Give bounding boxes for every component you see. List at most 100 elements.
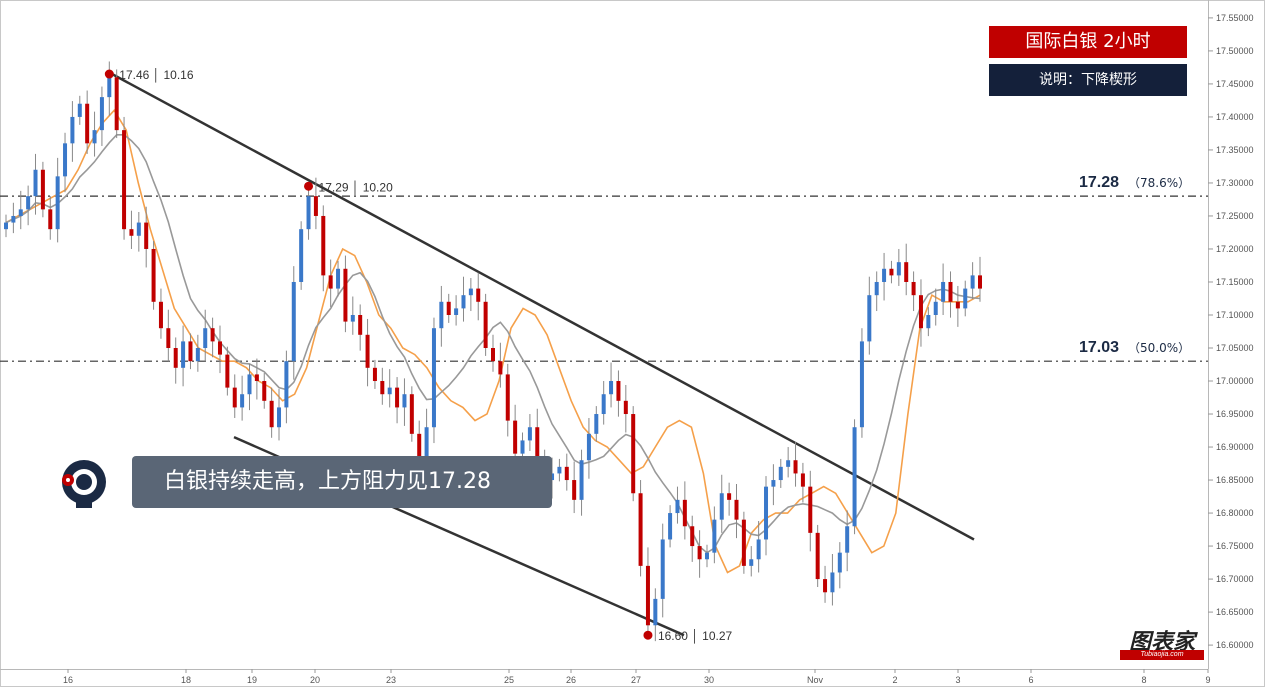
candle-up xyxy=(778,466,783,481)
candle-down xyxy=(616,381,621,401)
x-tick-label: 2 xyxy=(892,675,897,685)
y-tick-label: 17.20000 xyxy=(1216,244,1254,254)
candle-down xyxy=(166,328,171,349)
x-tick-label: 18 xyxy=(181,675,191,685)
x-tick-label: 9 xyxy=(1205,675,1210,685)
commentary-banner: 白银持续走高，上方阻力见17.28 xyxy=(132,456,552,508)
candle-down xyxy=(158,301,163,329)
candle-up xyxy=(926,314,931,329)
candle-up xyxy=(195,348,200,362)
candle-up xyxy=(896,262,901,276)
candle-down xyxy=(889,268,894,276)
candle-down xyxy=(815,532,820,580)
x-tick-label: Nov xyxy=(807,675,824,685)
candle-up xyxy=(277,407,282,428)
candle-down xyxy=(85,103,90,144)
x-tick-label: 26 xyxy=(566,675,576,685)
candle-down xyxy=(48,209,53,230)
candle-up xyxy=(830,572,835,593)
candle-down xyxy=(395,387,400,408)
chart-subtitle: 说明：下降楔形 xyxy=(989,64,1187,96)
pivot-dot xyxy=(104,69,114,79)
candle-up xyxy=(520,440,525,454)
candle-down xyxy=(631,414,636,494)
candle-up xyxy=(719,493,724,520)
chart-title: 国际白银 2小时 xyxy=(989,26,1187,58)
candle-down xyxy=(446,301,451,315)
candle-up xyxy=(601,394,606,415)
candle-down xyxy=(129,229,134,236)
candle-down xyxy=(498,361,503,375)
candle-down xyxy=(225,354,230,388)
candles xyxy=(4,61,982,642)
candle-down xyxy=(232,387,237,408)
candle-down xyxy=(114,77,119,131)
watermark: 图表家 Tubiaojia.com xyxy=(1116,624,1208,660)
y-tick-label: 17.50000 xyxy=(1216,46,1254,56)
candle-up xyxy=(247,374,252,395)
candle-up xyxy=(764,486,769,540)
x-tick-label: 3 xyxy=(955,675,960,685)
candle-down xyxy=(911,281,916,296)
candle-up xyxy=(454,308,459,315)
candle-down xyxy=(173,348,178,368)
candle-down xyxy=(269,400,274,428)
ma-slow-line xyxy=(5,134,981,554)
candle-up xyxy=(970,275,975,289)
candle-up xyxy=(859,341,864,428)
candle-down xyxy=(808,486,813,533)
candle-down xyxy=(682,499,687,527)
x-axis-ticks: 16 18 19 20 23 25 26 27 30 Nov 2 3 6 8 9 xyxy=(63,669,1211,685)
y-tick-label: 16.75000 xyxy=(1216,541,1254,551)
candle-up xyxy=(882,268,887,282)
candle-up xyxy=(240,394,245,408)
candle-up xyxy=(203,328,208,349)
candle-down xyxy=(476,288,481,302)
y-tick-label: 17.15000 xyxy=(1216,277,1254,287)
pivot-dot xyxy=(304,181,314,191)
candle-up xyxy=(439,301,444,329)
pivot-markers: 17.46 │ 10.16 17.29 │ 10.20 16.60 │ 10.27 xyxy=(104,68,733,644)
brand-logo-icon xyxy=(54,456,114,512)
candle-up xyxy=(63,143,68,177)
candle-down xyxy=(948,281,953,302)
candle-up xyxy=(77,103,82,117)
candle-up xyxy=(461,295,466,309)
candle-down xyxy=(491,348,495,362)
y-tick-label: 17.35000 xyxy=(1216,145,1254,155)
candle-down xyxy=(697,546,702,560)
y-tick-label: 17.00000 xyxy=(1216,376,1254,386)
candle-up xyxy=(586,433,591,461)
candle-down xyxy=(535,427,540,461)
candle-up xyxy=(786,460,791,467)
candle-down xyxy=(40,169,45,210)
y-tick-label: 16.80000 xyxy=(1216,508,1254,518)
candle-down xyxy=(918,295,923,329)
candle-up xyxy=(675,499,680,514)
y-tick-label: 17.10000 xyxy=(1216,310,1254,320)
candle-down xyxy=(328,275,333,289)
x-tick-label: 6 xyxy=(1028,675,1033,685)
candle-up xyxy=(550,473,555,481)
candle-down xyxy=(144,222,149,249)
candle-up xyxy=(181,341,186,368)
y-tick-label: 16.90000 xyxy=(1216,442,1254,452)
candle-down xyxy=(210,328,215,342)
candle-down xyxy=(955,301,960,309)
candle-down xyxy=(572,480,577,500)
candle-up xyxy=(468,288,473,296)
pivot-label: 17.29 │ 10.20 xyxy=(319,180,394,195)
candle-down xyxy=(645,565,650,626)
y-tick-label: 17.55000 xyxy=(1216,13,1254,23)
candle-up xyxy=(26,196,31,210)
candle-down xyxy=(372,367,377,382)
candle-up xyxy=(653,598,658,626)
candle-down xyxy=(623,400,628,415)
y-tick-label: 17.05000 xyxy=(1216,343,1254,353)
candle-up xyxy=(845,526,850,553)
candle-down xyxy=(638,493,643,566)
ma-fast-line xyxy=(5,108,981,574)
candle-down xyxy=(188,341,193,362)
candle-down xyxy=(690,526,695,547)
